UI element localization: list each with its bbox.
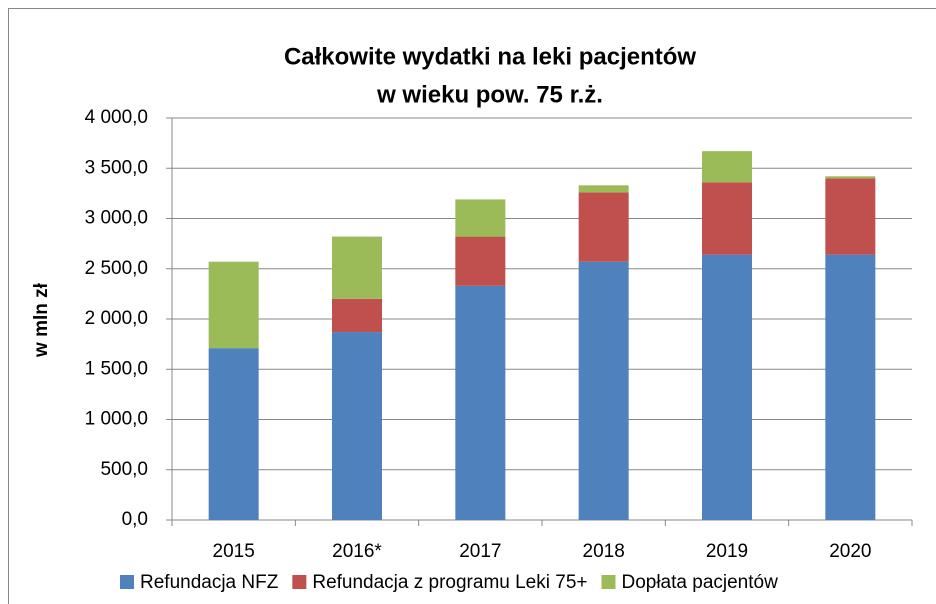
bar-segment (332, 298, 382, 333)
bar-segment (332, 332, 382, 520)
bar-segment (455, 199, 506, 237)
y-tick-label: 3 500,0 (85, 157, 148, 178)
y-axis-label: w mln zł (31, 282, 52, 358)
bar-segment (825, 178, 876, 255)
legend-swatch (120, 575, 134, 589)
bar-segment (702, 254, 752, 520)
legend-swatch (292, 575, 307, 589)
bar-segment (208, 261, 259, 349)
legend-label: Dopłata pacjentów (621, 572, 778, 593)
x-tick-label: 2015 (213, 541, 255, 562)
x-tick-label: 2018 (583, 541, 625, 562)
y-tick-label: 1 500,0 (85, 358, 148, 379)
bar-segment (455, 236, 506, 286)
bar-segment (825, 176, 876, 179)
y-tick-label: 2 500,0 (85, 258, 148, 279)
chart-title: Całkowite wydatki na leki pacjentów (284, 43, 696, 70)
x-tick-label: 2017 (459, 541, 501, 562)
bar-segment (578, 261, 629, 520)
x-tick-label: 2016* (332, 541, 382, 562)
bar-segment (208, 348, 259, 520)
bar-segment (332, 236, 382, 299)
x-tick-label: 2020 (829, 541, 871, 562)
y-tick-label: 1 000,0 (85, 409, 148, 430)
bar-segment (455, 285, 506, 520)
legend-label: Refundacja NFZ (140, 572, 279, 593)
bar-segment (702, 151, 752, 183)
x-tick-label: 2019 (706, 541, 748, 562)
legend-label: Refundacja z programu Leki 75+ (312, 572, 587, 593)
bar-segment (825, 254, 876, 520)
bar-segment (578, 185, 629, 193)
bar-segment (578, 192, 629, 262)
y-tick-label: 500,0 (100, 459, 148, 480)
y-tick-label: 0,0 (122, 509, 148, 530)
y-tick-label: 3 000,0 (85, 208, 148, 229)
y-tick-label: 4 000,0 (85, 107, 148, 128)
legend-swatch (601, 575, 616, 589)
chart-title: w wieku pow. 75 r.ż. (376, 81, 603, 108)
bar-segment (702, 182, 752, 255)
y-tick-label: 2 000,0 (85, 308, 148, 329)
